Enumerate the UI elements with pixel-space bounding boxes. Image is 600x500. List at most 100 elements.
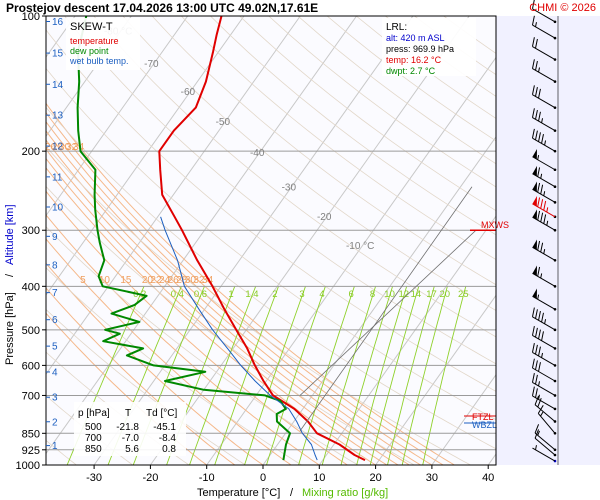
x-axis-label-separator: /	[290, 487, 294, 499]
theta-label: 20	[142, 275, 154, 286]
wind-barb-feather	[531, 108, 535, 118]
wind-barb-feather	[531, 0, 535, 9]
wind-barb-feather	[537, 182, 541, 193]
pressure-tick-label: 200	[22, 146, 40, 158]
table-cell: 0.8	[162, 444, 176, 455]
plot-frame	[45, 15, 497, 466]
table-header-p: p [hPa]	[78, 408, 110, 419]
theta-label: 34	[202, 275, 214, 286]
wind-barb-feather	[531, 307, 535, 317]
wind-barb-flag	[532, 148, 537, 160]
wind-barb-staff	[532, 68, 556, 83]
wind-barb-feather	[541, 134, 544, 144]
wind-barb-staff	[532, 351, 556, 366]
altitude-tick-label: 6	[52, 315, 58, 326]
wind-barb-feather	[540, 199, 544, 209]
wind-barb-feather	[537, 210, 541, 221]
theta-label: 28	[52, 142, 64, 153]
pressure-tick-label: 100	[22, 11, 40, 23]
isotherm-line	[431, 373, 496, 465]
altitude-tick-label: 7	[52, 288, 58, 299]
mixing-ratio-label: 20	[439, 289, 450, 300]
chart-title: Prostejov descent 17.04.2026 13:00 UTC 4…	[6, 1, 318, 15]
table-cell: -8.4	[159, 433, 177, 444]
wind-barb-half-feather	[543, 191, 546, 196]
altitude-tick-label: 13	[52, 111, 64, 122]
lrl-temp: temp: 16.2 °C	[386, 55, 442, 65]
isotherm-label: -40	[250, 148, 265, 159]
wind-barb-feather	[531, 59, 535, 69]
theta-label: 15	[120, 275, 132, 286]
wind-barb-staff	[534, 432, 556, 451]
wind-barb-feather	[540, 242, 544, 253]
temperature-tick-label: 0	[260, 472, 266, 484]
mixing-ratio-label: 2	[272, 289, 277, 300]
wind-barb-staff	[532, 316, 556, 331]
wind-barb-feather	[538, 346, 541, 356]
wind-barb-flag	[532, 265, 537, 276]
table-header-t: T	[125, 408, 131, 419]
table-cell: -7.0	[122, 433, 140, 444]
mixing-ratio-label: 4	[319, 289, 324, 300]
pressure-tick-label: 850	[22, 428, 40, 440]
mixing-ratio-label: 1.4	[245, 289, 258, 300]
y-axis-label-separator: /	[4, 273, 16, 277]
legend-dew-point: dew point	[70, 46, 109, 56]
isotherm-label: -60	[181, 87, 196, 98]
wind-barb-feather	[537, 266, 541, 277]
wind-barb-feather	[538, 111, 541, 122]
wind-barb-feather	[541, 331, 544, 341]
isotherm-label: -70	[144, 59, 159, 70]
pressure-tick-label: 400	[22, 281, 40, 293]
mixing-ratio-label: 0.4	[171, 289, 184, 300]
temperature-tick-label: -10	[199, 472, 215, 484]
wind-barb-staff	[532, 173, 556, 188]
mixing-ratio-label: 8	[370, 289, 375, 300]
wind-barb-half-feather	[544, 140, 547, 146]
temperature-tick-label: 10	[313, 472, 325, 484]
wind-barb-feather	[535, 309, 538, 319]
dry-adiabat-line	[210, 16, 496, 236]
wind-barb-staff	[532, 367, 556, 382]
theta-label: 10	[99, 275, 111, 286]
wind-barb-half-feather	[537, 430, 540, 436]
wind-barb-half-feather	[544, 319, 547, 324]
mixing-ratio-label: 1	[228, 289, 233, 300]
wind-barb-feather	[531, 85, 535, 95]
ftzl-label: FTZL	[472, 412, 494, 422]
altitude-tick-label: 12	[52, 142, 64, 153]
wind-barb-half-feather	[538, 381, 540, 387]
mixing-ratio-label: 0.6	[194, 289, 207, 300]
wind-barb-half-feather	[541, 118, 544, 123]
wind-barb-feather	[531, 128, 535, 139]
table-header-td: Td [°C]	[146, 408, 177, 419]
wind-barb-staff	[532, 117, 556, 132]
theta-label: 5	[80, 275, 86, 286]
table-cell: 5.6	[125, 444, 139, 455]
wind-barb-staff	[532, 395, 556, 410]
wind-barb-feather	[534, 429, 540, 439]
table-cell: -21.8	[116, 422, 139, 433]
dry-adiabat-line	[239, 16, 496, 212]
lrl-alt: alt: 420 m ASL	[386, 33, 445, 43]
isotherm-line	[375, 294, 496, 465]
wind-barb-half-feather	[538, 67, 540, 73]
theta-label: 26	[45, 142, 57, 153]
legend-temperature: temperature	[70, 36, 119, 46]
wind-barb-staff	[537, 413, 556, 434]
wind-barb-half-feather	[546, 220, 549, 226]
theta-label: 32	[66, 142, 78, 153]
y-axis-label-altitude: Altitude [km]	[4, 204, 16, 265]
summary-table: p [hPa] T Td [°C] 500 -21.8 -45.1 700 -7…	[74, 402, 186, 456]
dry-adiabat-line	[122, 16, 496, 311]
wind-barb-staff	[532, 334, 556, 349]
altitude-tick-label: 11	[52, 172, 63, 183]
wind-barb-flag	[532, 181, 537, 192]
wind-barb-feather	[537, 240, 541, 251]
y-axis-label-pressure: Pressure [hPa]	[4, 292, 16, 365]
wind-barb-staff	[532, 46, 556, 60]
wind-barb-half-feather	[537, 155, 540, 160]
isotherm-line	[46, 16, 189, 217]
pressure-tick-label: 700	[22, 390, 40, 402]
